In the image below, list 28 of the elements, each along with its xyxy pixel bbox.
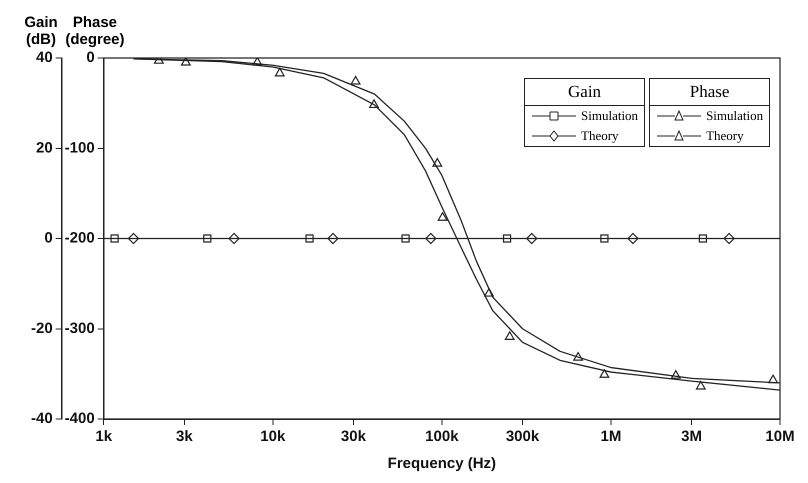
x-tick-label: 10M <box>765 428 795 446</box>
y2-tick-label: 0 <box>86 49 95 66</box>
y-tick-label: 40 <box>36 49 53 66</box>
x-tick-label: 1M <box>600 428 622 446</box>
x-tick-label: 30k <box>340 428 367 446</box>
text: Phase <box>690 82 730 101</box>
x-tick-label: 3k <box>176 428 194 446</box>
x-tick-label: 1k <box>95 428 113 446</box>
y-tick-label: 0 <box>44 230 53 247</box>
y2-tick-label: -400 <box>64 410 95 428</box>
x-tick-label: 100k <box>425 428 460 446</box>
x-tick-label: 10k <box>260 428 286 446</box>
y2-axis-title: Phase (degree) <box>65 14 125 48</box>
legend-label: Theory <box>581 128 619 144</box>
y-tick-label: -40 <box>30 410 53 428</box>
x-tick-label: 3M <box>681 428 702 446</box>
y-axis-title: Gain (dB) <box>24 14 58 48</box>
legend-label: Simulation <box>581 108 638 124</box>
x-axis-title: Frequency (Hz) <box>388 455 496 472</box>
y-tick-label: 20 <box>36 139 53 156</box>
legend-label: Simulation <box>706 108 764 124</box>
y2-tick-label: -100 <box>64 139 95 156</box>
y2-tick-label: -300 <box>64 320 95 337</box>
x-tick-label: 300k <box>506 428 540 446</box>
text: Gain <box>568 82 602 101</box>
legend-label: Theory <box>706 128 744 144</box>
y-tick-label: -20 <box>30 320 53 337</box>
y2-tick-label: -200 <box>64 230 95 247</box>
